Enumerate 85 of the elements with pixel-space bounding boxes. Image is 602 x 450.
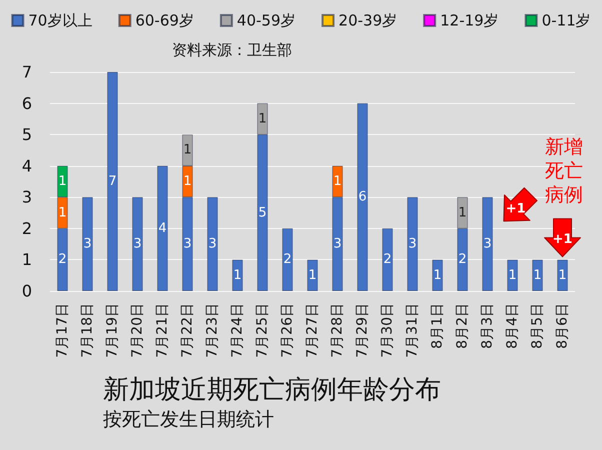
x-tick-label: 7月20日 — [130, 303, 146, 358]
bar — [107, 72, 118, 291]
x-tick-label: 7月28日 — [330, 303, 346, 358]
legend-label: 60-69岁 — [135, 12, 194, 30]
x-tick-label: 7月29日 — [354, 303, 370, 358]
data-label: 1 — [183, 174, 192, 189]
x-tick-label: 7月18日 — [80, 303, 96, 358]
bar — [207, 197, 218, 291]
data-label: 1 — [333, 174, 342, 189]
data-label: 3 — [208, 236, 217, 252]
data-label: 3 — [183, 236, 192, 252]
data-label: 2 — [283, 252, 292, 268]
x-tick-label: 7月30日 — [380, 303, 396, 358]
data-label: 1 — [458, 205, 467, 220]
data-label: 1 — [308, 268, 317, 283]
y-tick-label: 6 — [22, 94, 32, 113]
bar — [282, 228, 293, 291]
data-label: 1 — [183, 142, 192, 158]
bar — [382, 228, 393, 291]
x-tick-label: 7月19日 — [104, 303, 120, 358]
data-label: 1 — [58, 174, 67, 189]
legend-label: 20-39岁 — [338, 12, 398, 30]
data-label: 1 — [233, 268, 242, 283]
x-tick-label: 8月4日 — [504, 303, 520, 349]
y-tick-label: 3 — [22, 188, 32, 207]
bar — [132, 197, 143, 291]
x-tick-label: 7月17日 — [54, 303, 70, 358]
x-tick-label: 7月22日 — [180, 303, 196, 358]
data-label: 5 — [258, 205, 267, 220]
bar — [432, 260, 443, 291]
x-tick-label: 8月2日 — [454, 303, 470, 349]
data-label: 1 — [58, 205, 67, 220]
y-tick-label: 2 — [22, 218, 32, 238]
data-label: 1 — [433, 268, 442, 283]
data-label: 4 — [158, 220, 167, 236]
annotation: 新增死亡病例 — [545, 135, 584, 207]
data-label: 2 — [58, 252, 67, 268]
data-label: 1 — [533, 268, 542, 283]
x-tick-label: 7月26日 — [280, 303, 296, 358]
x-tick-label: 8月1日 — [430, 303, 446, 349]
bar — [507, 260, 518, 291]
bar — [157, 166, 168, 291]
annotation: +1 — [506, 202, 526, 217]
bar — [357, 103, 368, 291]
y-tick-label: 7 — [22, 62, 32, 82]
x-tick-label: 8月6日 — [554, 303, 570, 349]
legend-label: 0-11岁 — [542, 12, 591, 30]
y-tick-label: 4 — [22, 156, 32, 176]
bar — [532, 260, 543, 291]
text: 资料来源：卫生部 — [172, 41, 293, 59]
data-label: 6 — [358, 190, 367, 205]
x-tick-label: 7月25日 — [254, 303, 270, 358]
data-label: 7 — [108, 174, 117, 189]
data-label: 3 — [133, 236, 142, 252]
bar — [557, 260, 568, 291]
bar — [482, 197, 493, 291]
x-tick-label: 7月24日 — [230, 303, 246, 358]
data-label: 3 — [333, 236, 342, 252]
data-label: 2 — [458, 252, 467, 268]
x-tick-label: 7月27日 — [304, 303, 320, 358]
y-tick-label: 1 — [22, 250, 32, 270]
legend-label: 12-19岁 — [440, 12, 499, 30]
x-tick-label: 7月21日 — [154, 303, 170, 358]
bar — [307, 260, 318, 291]
x-tick-label: 7月31日 — [404, 303, 420, 358]
data-label: 3 — [483, 236, 492, 252]
legend-label: 40-59岁 — [236, 12, 296, 30]
data-label: 3 — [408, 236, 417, 252]
text: 按死亡发生日期统计 — [103, 408, 274, 430]
x-tick-label: 7月23日 — [204, 303, 220, 358]
data-label: 1 — [258, 111, 267, 126]
y-tick-label: 5 — [22, 125, 32, 144]
data-label: 1 — [508, 268, 517, 283]
x-tick-label: 8月3日 — [480, 303, 496, 349]
y-tick-label: 0 — [22, 282, 32, 300]
bar — [82, 197, 93, 291]
data-label: 3 — [83, 236, 92, 252]
data-label: 2 — [383, 252, 392, 268]
bar — [232, 260, 243, 291]
text: 新加坡近期死亡病例年龄分布 — [103, 375, 441, 405]
annotation: +1 — [552, 232, 572, 248]
legend-label: 70岁以上 — [28, 12, 92, 30]
bar — [407, 197, 418, 291]
x-tick-label: 8月5日 — [530, 303, 546, 349]
data-label: 1 — [558, 268, 567, 283]
